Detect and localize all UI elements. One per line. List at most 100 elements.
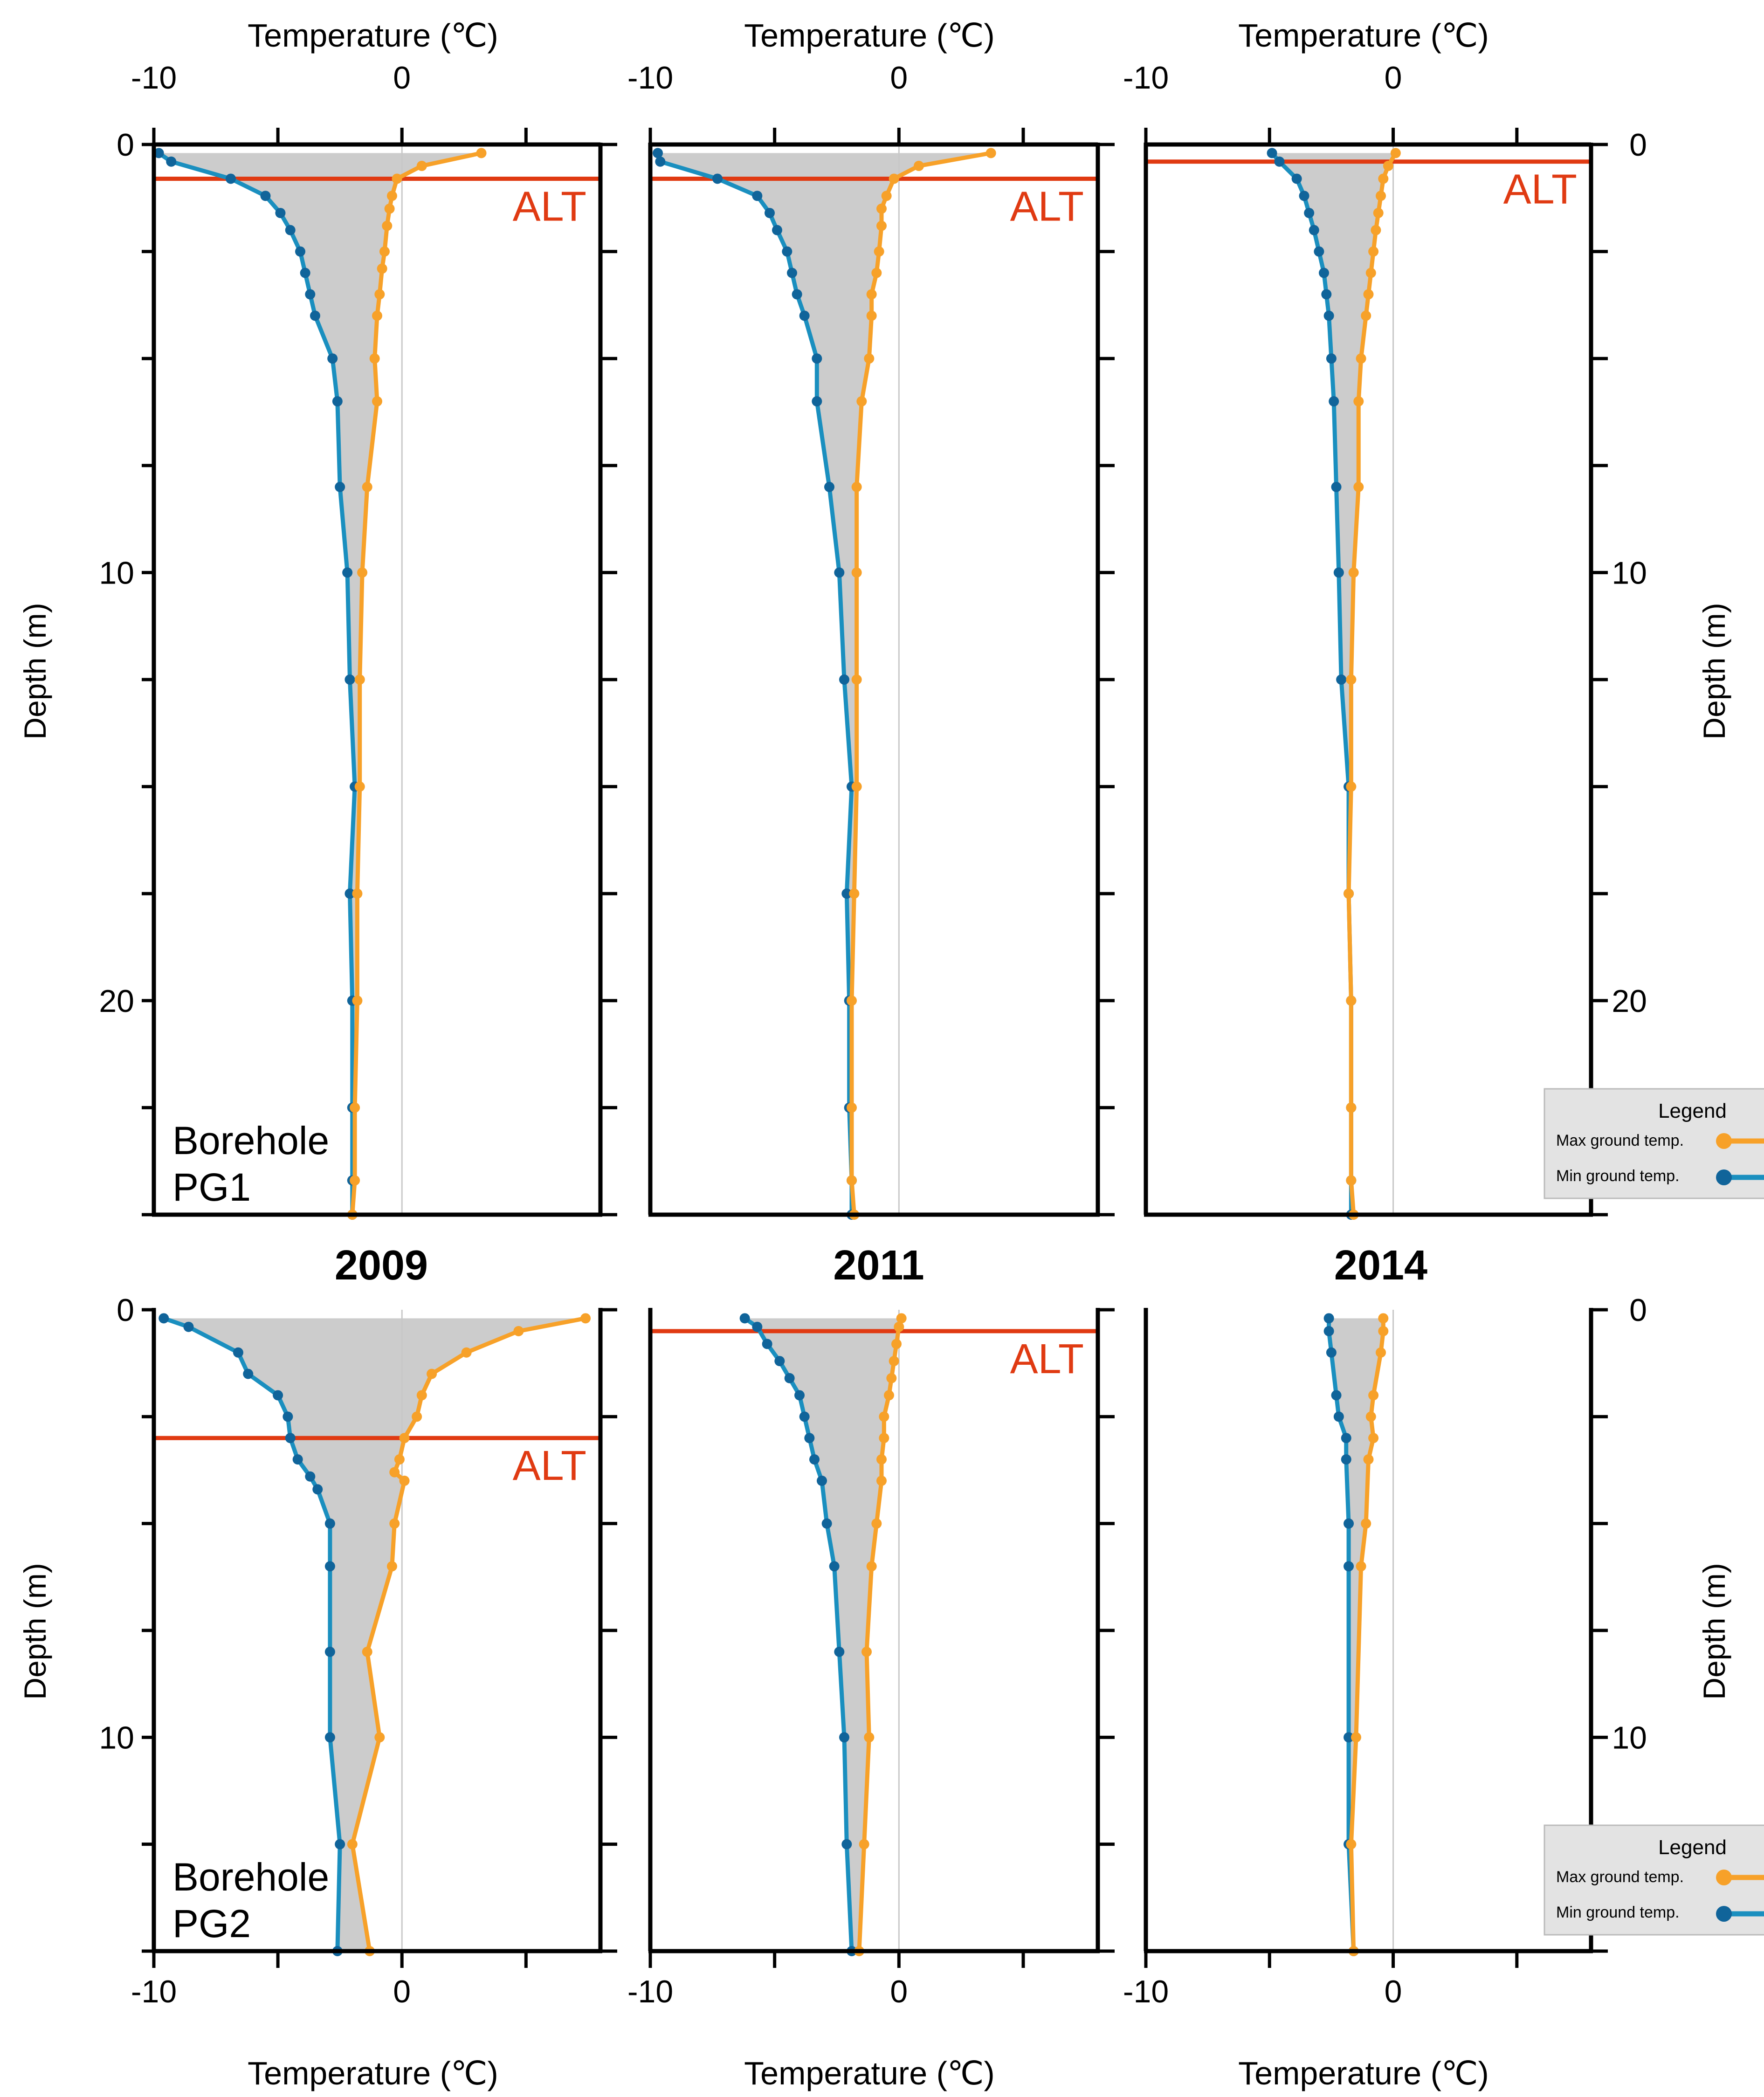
max-series-point <box>851 567 862 578</box>
legend: Legend Max ground temp. Min ground temp. <box>1544 1088 1764 1199</box>
min-series-point <box>335 481 345 492</box>
depth-axis-title-right-bottom: Depth (m) <box>1697 1563 1731 1699</box>
max-series-point <box>914 160 924 171</box>
max-series-point <box>1346 1175 1357 1186</box>
max-series-point <box>1363 1454 1374 1465</box>
top-axis-title-col3: Temperature (℃) <box>1238 17 1489 54</box>
min-series-point <box>243 1368 254 1379</box>
temperature-tick-label: -10 <box>627 1974 673 2009</box>
min-series-point <box>1309 225 1319 235</box>
min-series-point <box>1274 156 1285 167</box>
max-series-point <box>416 160 427 171</box>
max-series-point <box>1371 225 1381 235</box>
max-series-point <box>1368 246 1379 257</box>
max-series-point <box>1378 173 1389 184</box>
min-series-point <box>804 1433 815 1444</box>
year-label-2009: 2009 <box>335 1242 428 1289</box>
temperature-envelope <box>744 1318 902 1951</box>
max-series-point <box>377 263 387 274</box>
min-series-point <box>841 888 852 899</box>
legend-min-label: Min ground temp. <box>1556 1904 1680 1921</box>
min-series-point <box>799 310 810 321</box>
min-series-point <box>300 268 310 278</box>
legend-min-marker <box>1716 1169 1732 1185</box>
depth-tick-label: 20 <box>99 983 134 1019</box>
min-series-point <box>1331 481 1342 492</box>
min-series-point <box>752 1321 763 1332</box>
min-series-point <box>739 1313 750 1324</box>
max-series-point <box>881 191 892 201</box>
max-series-point <box>889 1356 899 1367</box>
year-label-2011: 2011 <box>833 1242 924 1289</box>
max-series-point <box>847 995 857 1006</box>
min-series-point <box>275 207 286 218</box>
max-series-point <box>399 1433 410 1444</box>
min-series-point <box>1304 207 1315 218</box>
temperature-tick-label: 0 <box>393 60 411 96</box>
temperature-tick-label: -10 <box>131 60 177 96</box>
temperature-tick-label: 0 <box>1385 1974 1402 2009</box>
max-series-point <box>889 173 899 184</box>
min-series-point <box>345 674 355 685</box>
min-series-point <box>295 246 306 257</box>
alt-label: ALT <box>1010 1336 1084 1382</box>
min-series-point <box>1326 1347 1337 1358</box>
min-series-point <box>327 353 338 364</box>
legend-min-label: Min ground temp. <box>1556 1167 1680 1185</box>
max-series-point <box>1356 353 1366 364</box>
alt-label: ALT <box>513 1443 586 1489</box>
max-series-point <box>1353 481 1364 492</box>
max-series-point <box>1346 1102 1357 1113</box>
max-series-point <box>1346 781 1357 792</box>
max-series-point <box>851 481 862 492</box>
min-series-point <box>762 1339 772 1349</box>
max-series-point <box>357 567 368 578</box>
max-series-point <box>874 246 884 257</box>
borehole-label: Borehole <box>172 1855 329 1899</box>
panel-1-3: -10 0 0 10 20 ALT Legend Max ground temp. Min gr… <box>1123 60 1764 1220</box>
min-series-point <box>752 191 763 201</box>
max-series-point <box>1365 268 1376 278</box>
max-series-point <box>476 148 487 158</box>
max-series-point <box>394 1454 405 1465</box>
max-series-point <box>350 1175 360 1186</box>
min-series-point <box>1344 1518 1354 1529</box>
depth-tick-label: 0 <box>1629 1293 1647 1328</box>
max-series-point <box>382 220 393 231</box>
max-series-point <box>876 220 887 231</box>
max-series-point <box>1361 310 1371 321</box>
min-series-line <box>163 1316 342 1952</box>
max-series-point <box>864 1732 875 1743</box>
max-series-point <box>374 1732 385 1743</box>
max-series-line <box>350 1316 586 1952</box>
min-series-point <box>1323 1313 1334 1324</box>
temperature-tick-label: 0 <box>393 1974 411 2009</box>
min-series-point <box>260 191 271 201</box>
legend-title: Legend <box>1658 1100 1727 1122</box>
alt-label: ALT <box>1503 166 1577 213</box>
max-series-point <box>399 1475 410 1486</box>
depth-axis-title-left-bottom: Depth (m) <box>18 1563 52 1699</box>
min-series-point <box>285 1433 296 1444</box>
min-series-point <box>1267 148 1277 158</box>
max-series-point <box>876 1454 887 1465</box>
max-series-point <box>362 1646 372 1657</box>
min-series-point <box>1341 1433 1351 1444</box>
legend-max-label: Max ground temp. <box>1556 1868 1684 1886</box>
max-series-point <box>1365 1411 1376 1422</box>
depth-tick-label: 10 <box>99 1720 134 1755</box>
max-series-point <box>879 1433 889 1444</box>
max-series-point <box>871 268 882 278</box>
max-series-point <box>1376 191 1386 201</box>
temperature-envelope <box>1329 1318 1384 1951</box>
max-series-point <box>1346 995 1357 1006</box>
min-series-point <box>153 148 164 158</box>
depth-tick-label: 10 <box>99 555 134 591</box>
figure-text-layer: Temperature (℃) Temperature (℃) Temperat… <box>18 17 1731 2091</box>
borehole-label: PG2 <box>172 1902 251 1946</box>
min-series-point <box>225 173 236 184</box>
min-series-line <box>744 1316 854 1952</box>
max-series-point <box>847 1102 857 1113</box>
